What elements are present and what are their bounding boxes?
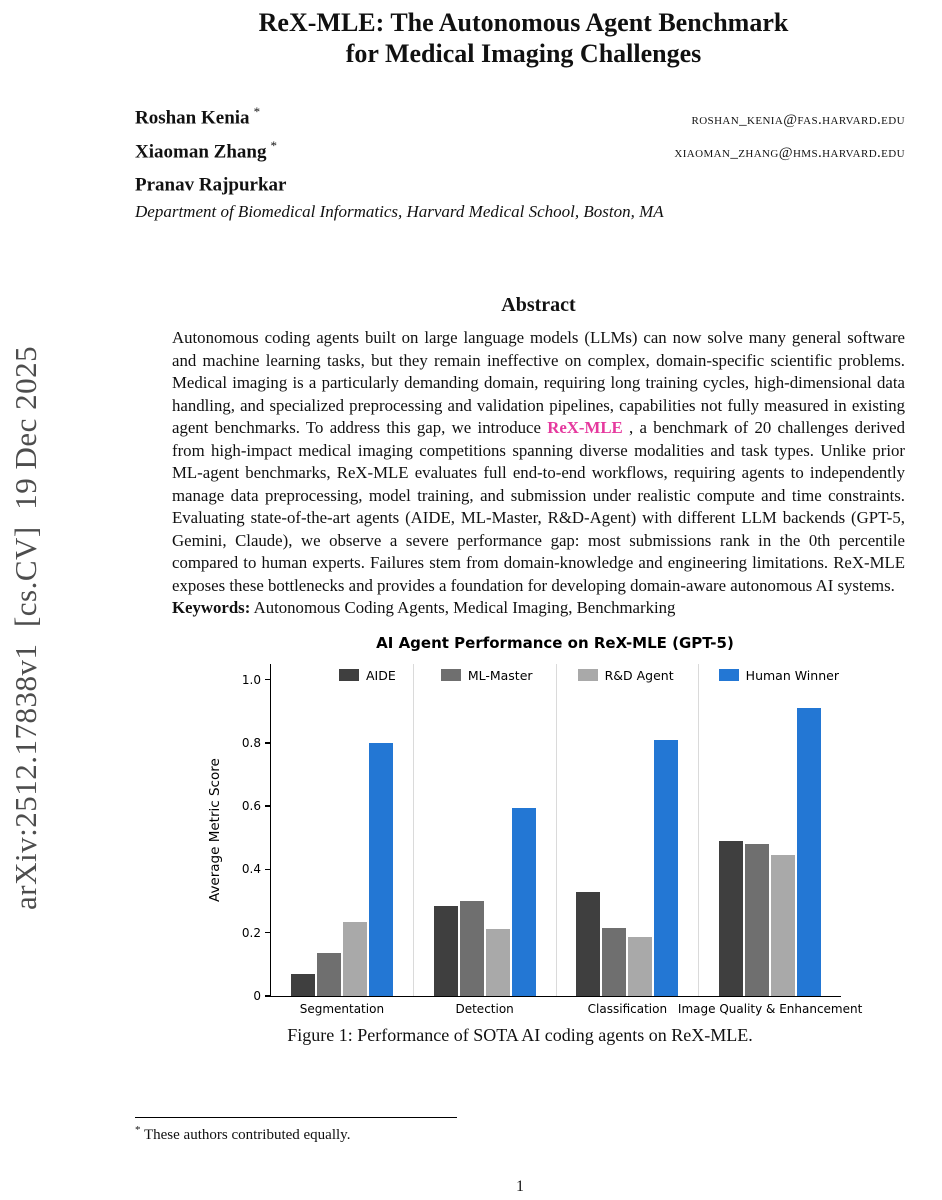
bar-image-quality-enhancement-human-winner	[797, 708, 822, 996]
y-tick-label: 0.8	[241, 735, 261, 750]
paper-title: ReX-MLE: The Autonomous Agent Benchmark …	[0, 0, 942, 69]
x-tick-label-image-quality-enhancement: Image Quality & Enhancement	[677, 1001, 863, 1016]
author-name-text: Pranav Rajpurkar	[135, 174, 287, 196]
y-tick-mark	[265, 931, 271, 934]
footnote-body: These authors contributed equally.	[143, 1127, 351, 1143]
page-number: 1	[516, 1178, 524, 1195]
y-tick-mark	[265, 805, 271, 807]
bar-classification-r-d-agent	[628, 937, 653, 996]
x-tick-label-detection: Detection	[455, 1001, 514, 1016]
author-note: *	[253, 104, 261, 120]
footnote-rule	[135, 1117, 457, 1118]
footnote-text: * These authors contributed equally.	[135, 1124, 905, 1144]
author-row: Pranav Rajpurkar	[135, 166, 905, 198]
bar-group-segmentation: Segmentation	[271, 663, 414, 1016]
bar-image-quality-enhancement-r-d-agent	[771, 855, 796, 996]
y-tick-mark	[265, 995, 271, 997]
bar-classification-human-winner	[654, 739, 679, 996]
author-email: xiaoman_zhang@hms.harvard.edu	[674, 145, 905, 161]
legend-label-r-d-agent: R&D Agent	[604, 667, 674, 683]
performance-chart: AI Agent Performance on ReX-MLE (GPT-5) …	[195, 633, 870, 1016]
author-row: Roshan Kenia * roshan_kenia@fas.harvard.e…	[135, 99, 905, 132]
paper-title-line2: for Medical Imaging Challenges	[345, 38, 702, 68]
y-tick-label: 1.0	[241, 672, 261, 687]
legend-item-human-winner: Human Winner	[718, 667, 839, 683]
y-tick-mark	[265, 742, 271, 744]
chart-legend: AIDE ML-Master R&D Agent Human Winner	[339, 668, 839, 683]
y-tick-1.0: 1.0	[242, 673, 271, 687]
legend-label-human-winner: Human Winner	[745, 667, 839, 683]
bar-image-quality-enhancement-aide	[719, 840, 744, 996]
y-tick-0.8: 0.8	[242, 736, 271, 750]
legend-label-ml-master: ML-Master	[467, 667, 533, 683]
affiliation: Department of Biomedical Informatics, Ha…	[135, 202, 664, 222]
y-tick-0: 0	[253, 989, 271, 1003]
author-name-text: Roshan Kenia	[135, 107, 250, 129]
author-row: Xiaoman Zhang * xiaoman_zhang@hms.harvard…	[135, 133, 905, 166]
author-note: *	[270, 137, 277, 153]
y-tick-label: 0.6	[241, 799, 261, 814]
arxiv-watermark: arXiv:2512.17838v1 [cs.CV] 19 Dec 2025	[8, 345, 43, 910]
legend-item-r-d-agent: R&D Agent	[577, 667, 674, 683]
bar-classification-ml-master	[602, 927, 627, 996]
legend-item-aide: AIDE	[339, 668, 396, 683]
bar-segmentation-human-winner	[368, 742, 393, 996]
rex-mle-highlight: ReX-MLE	[547, 418, 623, 438]
footnote-marker: *	[135, 1124, 141, 1136]
legend-swatch-human-winner	[718, 669, 739, 682]
y-tick-0.4: 0.4	[242, 862, 271, 876]
x-tick-label-classification: Classification	[587, 1001, 668, 1016]
bar-image-quality-enhancement-ml-master	[745, 844, 770, 996]
legend-label-aide: AIDE	[366, 667, 396, 683]
paper-title-line1: ReX-MLE: The Autonomous Agent Benchmark	[258, 8, 789, 37]
abstract-text: Autonomous coding agents built on large …	[172, 327, 905, 597]
chart-title: AI Agent Performance on ReX-MLE (GPT-5)	[376, 633, 734, 652]
bar-group-classification: Classification	[557, 663, 700, 1016]
legend-item-ml-master: ML-Master	[440, 667, 533, 683]
author-block: Roshan Kenia * roshan_kenia@fas.harvard.e…	[135, 99, 905, 198]
keywords-line: Keywords: Autonomous Coding Agents, Medi…	[172, 597, 905, 620]
bar-segmentation-ml-master	[316, 953, 341, 996]
y-tick-label: 0.4	[241, 862, 261, 877]
legend-swatch-aide	[339, 669, 359, 682]
abstract-text-before: Autonomous coding agents built on large …	[172, 328, 905, 438]
y-tick-label: 0	[253, 988, 261, 1003]
chart-yticks: 0 0.2 0.4 0.6 0.8 1.0	[213, 664, 271, 1003]
author-name: Pranav Rajpurkar	[135, 166, 290, 198]
y-tick-label: 0.2	[241, 925, 261, 940]
legend-swatch-ml-master	[440, 669, 461, 682]
abstract-text-after: , a benchmark of 20 challenges derived f…	[172, 418, 905, 595]
bar-segmentation-r-d-agent	[342, 921, 367, 996]
figure-caption: Figure 1: Performance of SOTA AI coding …	[287, 1024, 753, 1045]
legend-swatch-r-d-agent	[577, 669, 598, 682]
y-tick-mark	[265, 868, 271, 871]
chart-groups: Segmentation Detection Classification Image…	[271, 663, 862, 1016]
author-name-text: Xiaoman Zhang	[135, 141, 267, 162]
footnote: * These authors contributed equally.	[135, 1117, 905, 1144]
bar-group-image-quality-enhancement: Image Quality & Enhancement	[678, 664, 862, 1016]
keywords-text: Autonomous Coding Agents, Medical Imagin…	[253, 598, 676, 618]
bar-group-detection: Detection	[414, 663, 557, 1016]
bar-detection-human-winner	[511, 807, 536, 996]
y-tick-0.2: 0.2	[242, 926, 271, 940]
y-tick-0.6: 0.6	[242, 799, 271, 813]
bar-segmentation-aide	[290, 973, 315, 996]
author-name: Xiaoman Zhang *	[135, 133, 277, 165]
bar-detection-aide	[433, 905, 458, 996]
figure-1: AI Agent Performance on ReX-MLE (GPT-5) …	[0, 634, 942, 1046]
bar-classification-aide	[576, 891, 601, 996]
y-tick-mark	[265, 678, 271, 681]
author-name: Roshan Kenia *	[135, 99, 260, 131]
abstract-heading: Abstract	[501, 294, 576, 317]
bar-detection-ml-master	[459, 900, 484, 996]
x-tick-label-segmentation: Segmentation	[299, 1001, 385, 1016]
author-email: roshan_kenia@fas.harvard.edu	[691, 111, 905, 128]
chart-plot: Average Metric Score 0 0.2 0.4 0.6 0.8 1.0 AI…	[207, 663, 862, 1016]
keywords-label: Keywords:	[172, 598, 251, 618]
bar-detection-r-d-agent	[485, 929, 510, 996]
